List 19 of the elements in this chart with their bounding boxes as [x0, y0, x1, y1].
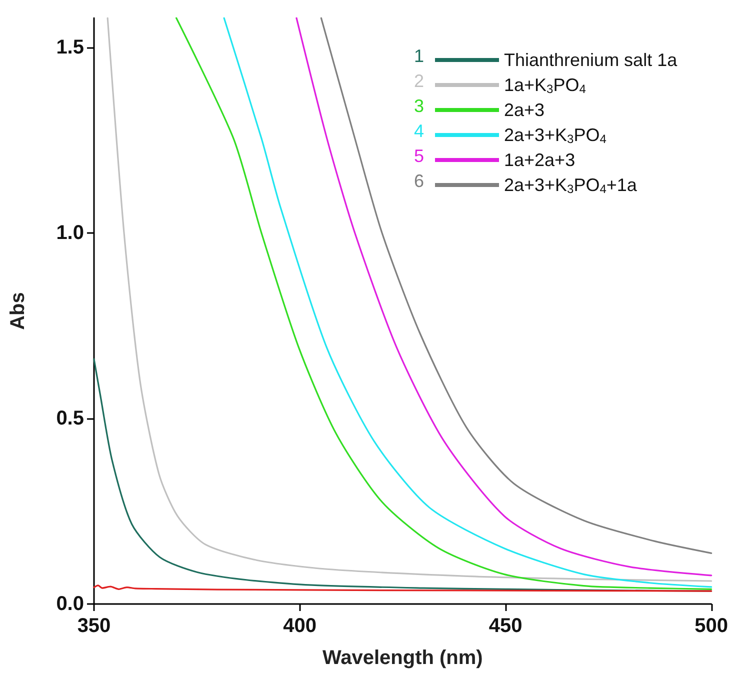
- legend-label: Thianthrenium salt 1a: [504, 50, 678, 70]
- y-axis-title: Abs: [7, 292, 29, 330]
- legend-label: 2a+3: [504, 100, 545, 120]
- y-tick-label: 1.5: [56, 36, 84, 59]
- y-tick-label: 0.0: [56, 593, 84, 615]
- x-tick-label: 450: [488, 615, 522, 637]
- x-tick-label: 400: [283, 615, 316, 637]
- x-tick-label: 350: [77, 615, 111, 637]
- annotation: 1: [414, 46, 424, 66]
- annotation: 6: [414, 171, 424, 191]
- legend-label: 1a+2a+3: [504, 150, 576, 170]
- annotation: 5: [414, 146, 424, 166]
- x-tick-label: 500: [694, 615, 728, 637]
- annotation: 4: [414, 121, 424, 141]
- annotation: 3: [414, 96, 424, 116]
- y-tick-label: 1.0: [56, 222, 84, 244]
- annotation: 2: [414, 71, 424, 91]
- y-tick-label: 0.5: [56, 408, 84, 430]
- x-axis-title: Wavelength (nm): [322, 647, 483, 669]
